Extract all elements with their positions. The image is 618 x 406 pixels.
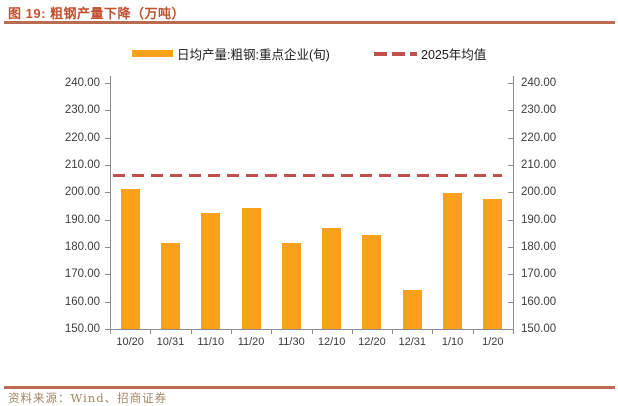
y-axis-label-right: 190.00 (521, 213, 557, 226)
x-tick (190, 329, 192, 334)
x-tick (150, 329, 152, 334)
y-tick-right (508, 165, 513, 166)
bar-series-label: 日均产量:粗钢:重点企业(旬) (177, 48, 330, 62)
y-axis-left (110, 76, 111, 330)
y-axis-label-right: 160.00 (521, 295, 557, 308)
x-axis-label: 11/10 (197, 336, 225, 348)
x-axis-label: 12/20 (358, 336, 386, 348)
x-axis-label: 1/20 (482, 336, 504, 348)
y-tick-right (508, 274, 513, 276)
y-tick-left (105, 83, 110, 84)
source-note: 资料来源：Wind、招商证券 (8, 391, 168, 405)
bar-10/31 (160, 242, 180, 329)
x-tick (230, 329, 232, 334)
y-axis-label-left: 150.00 (64, 323, 100, 335)
y-tick-right (508, 137, 513, 139)
figure-title: 图 19: 粗钢产量下降（万吨） (8, 6, 186, 21)
mean-line-swatch (374, 52, 417, 56)
y-axis-label-right: 230.00 (521, 104, 557, 117)
bar-11/30 (281, 242, 301, 329)
title-underline-rule (4, 21, 615, 24)
x-tick (271, 329, 273, 334)
y-axis-label-right: 170.00 (521, 268, 557, 281)
mean-line-label: 2025年均值 (421, 48, 487, 62)
x-tick (311, 329, 313, 334)
y-axis-right (513, 76, 514, 330)
y-tick-left (105, 137, 110, 139)
y-axis-label-left: 220.00 (64, 131, 100, 144)
y-axis-label-left: 190.00 (64, 213, 100, 226)
x-tick (432, 329, 434, 334)
y-axis-label-left: 170.00 (64, 268, 100, 281)
x-tick (513, 329, 514, 334)
x-axis-label: 1/10 (441, 336, 464, 348)
y-axis-label-left: 210.00 (64, 159, 100, 171)
bar-10/20 (120, 189, 140, 329)
y-tick-left (105, 329, 110, 330)
y-axis-label-left: 200.00 (64, 186, 100, 199)
y-tick-right (508, 192, 513, 194)
y-tick-right (508, 247, 513, 248)
y-tick-right (508, 329, 513, 330)
mean-value-dashed-line (113, 174, 502, 178)
y-tick-left (105, 165, 110, 166)
y-axis-label-right: 210.00 (521, 159, 557, 171)
y-axis-label-left: 240.00 (64, 77, 100, 89)
y-tick-left (105, 110, 110, 112)
x-axis-label: 10/31 (156, 336, 185, 348)
bar-12/31 (402, 289, 422, 329)
x-tick (110, 329, 111, 334)
bar-series-swatch (132, 50, 173, 57)
bar-1/20 (483, 198, 503, 329)
bar-1/10 (443, 193, 463, 329)
footer-rule (4, 386, 615, 389)
y-tick-left (105, 247, 110, 248)
x-axis-label: 12/10 (317, 336, 346, 348)
y-axis-label-right: 150.00 (521, 323, 557, 335)
y-tick-right (508, 83, 513, 84)
x-axis-label: 12/31 (398, 336, 427, 348)
x-axis-label: 11/30 (277, 336, 305, 348)
bar-11/20 (241, 207, 261, 329)
y-tick-left (105, 301, 110, 303)
y-tick-left (105, 274, 110, 276)
bar-12/20 (362, 235, 382, 329)
chart-legend: 日均产量:粗钢:重点企业(旬) 2025年均值 (0, 42, 618, 64)
y-tick-left (105, 192, 110, 194)
x-tick (392, 329, 394, 334)
y-axis-label-left: 230.00 (64, 104, 100, 117)
y-tick-right (508, 301, 513, 303)
y-axis-label-right: 240.00 (521, 77, 557, 89)
y-tick-right (508, 110, 513, 112)
bar-12/10 (322, 228, 342, 329)
y-axis-label-left: 180.00 (64, 241, 100, 253)
x-axis-label: 10/20 (116, 336, 144, 348)
y-axis-label-left: 160.00 (64, 295, 100, 308)
bar-11/10 (201, 212, 221, 329)
y-tick-left (105, 219, 110, 221)
y-axis-label-right: 220.00 (521, 131, 557, 144)
y-axis-label-right: 200.00 (521, 186, 557, 199)
x-axis (105, 329, 514, 330)
x-axis-label: 11/20 (237, 336, 265, 348)
y-axis-label-right: 180.00 (521, 241, 557, 253)
x-tick (351, 329, 353, 334)
x-tick (472, 329, 474, 334)
y-tick-right (508, 219, 513, 221)
